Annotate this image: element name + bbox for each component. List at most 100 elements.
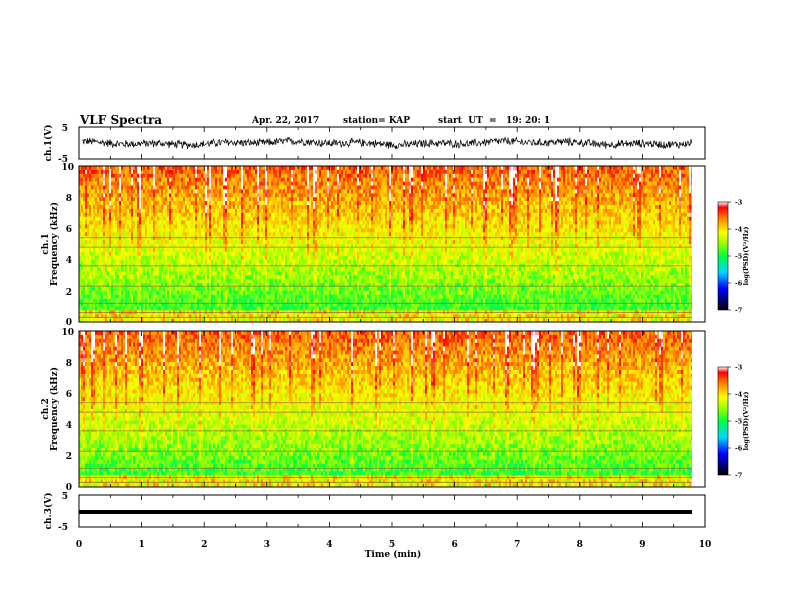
spectrogram-cell (187, 166, 190, 171)
spectrogram-cell (165, 205, 168, 210)
spectrogram-cell (321, 197, 324, 202)
spectrogram-cell (149, 189, 152, 194)
spectrogram-cell (145, 275, 148, 280)
spectrogram-cell (305, 318, 308, 323)
spectrogram-cell (207, 318, 210, 323)
spectrogram-cell (271, 201, 274, 206)
spectrogram-cell (273, 212, 276, 217)
spectrogram-cell (239, 286, 242, 291)
spectrogram-cell (267, 314, 270, 319)
spectrogram-cell (95, 236, 98, 241)
spectrogram-cell (187, 318, 190, 323)
spectrogram-cell (159, 279, 162, 284)
spectrogram-cell (299, 267, 302, 272)
spectrogram-cell (227, 193, 230, 198)
spectrogram-cell (135, 306, 138, 311)
spectrogram-cell (323, 216, 326, 221)
spectrogram-cell (119, 271, 122, 276)
spectrogram-cell (101, 318, 104, 323)
spectrogram-cell (251, 302, 254, 307)
spectrogram-cell (239, 244, 242, 249)
spectrogram-cell (151, 255, 154, 260)
spectrogram-cell (177, 271, 180, 276)
spectrogram-cell (105, 306, 108, 311)
spectrogram-cell (153, 201, 156, 206)
spectrogram-cell (135, 216, 138, 221)
spectrogram-cell (87, 177, 90, 182)
spectrogram-cell (205, 240, 208, 245)
spectrogram-cell (155, 294, 158, 299)
spectrogram-cell (271, 298, 274, 303)
spectrogram-cell (285, 279, 288, 284)
spectrogram-cell (269, 279, 272, 284)
spectrogram-cell (323, 185, 326, 190)
spectrogram-cell (213, 181, 216, 186)
spectrogram-cell (257, 169, 260, 174)
spectrogram-cell (253, 267, 256, 272)
spectrogram-cell (269, 228, 272, 233)
spectrogram-cell (253, 302, 256, 307)
spectrogram-cell (79, 244, 82, 249)
spectrogram-cell (295, 220, 298, 225)
spectrogram-cell (269, 255, 272, 260)
spectrogram-cell (125, 251, 128, 256)
spectrogram-cell (205, 197, 208, 202)
spectrogram-cell (291, 166, 294, 171)
spectrogram-cell (123, 240, 126, 245)
spectrogram-cell (231, 232, 234, 237)
spectrogram-cell (161, 247, 164, 252)
spectrogram-cell (209, 220, 212, 225)
spectrogram-cell (195, 318, 198, 323)
spectrogram-cell (299, 228, 302, 233)
spectrogram-cell (155, 216, 158, 221)
spectrogram-cell (129, 255, 132, 260)
spectrogram-cell (157, 271, 160, 276)
spectrogram-cell (119, 306, 122, 311)
spectrogram-cell (109, 314, 112, 319)
spectrogram-cell (105, 197, 108, 202)
spectrogram-cell (253, 208, 256, 213)
spectrogram-cell (179, 212, 182, 217)
spectrogram-cell (231, 244, 234, 249)
spectrogram-cell (83, 302, 86, 307)
spectrogram-cell (313, 224, 316, 229)
spectrogram-cell (115, 306, 118, 311)
spectrogram-cell (317, 286, 320, 291)
spectrogram-cell (203, 181, 206, 186)
spectrogram-cell (307, 189, 310, 194)
spectrogram-cell (255, 247, 258, 252)
spectrogram-cell (109, 271, 112, 276)
spectrogram-cell (313, 177, 316, 182)
spectrogram-cell (93, 181, 96, 186)
spectrogram-cell (113, 201, 116, 206)
spectrogram-cell (93, 240, 96, 245)
spectrogram-cell (259, 205, 262, 210)
spectrogram-cell (141, 232, 144, 237)
spectrogram-cell (317, 173, 320, 178)
spectrogram-cell (237, 205, 240, 210)
spectrogram-cell (267, 220, 270, 225)
spectrogram-cell (143, 169, 146, 174)
spectrogram-cell (305, 208, 308, 213)
spectrogram-cell (199, 306, 202, 311)
spectrogram-cell (311, 224, 314, 229)
spectrogram-cell (113, 286, 116, 291)
spectrogram-cell (285, 236, 288, 241)
spectrogram-cell (165, 271, 168, 276)
spectrogram-cell (97, 169, 100, 174)
spectrogram-cell (191, 232, 194, 237)
spectrogram-cell (173, 290, 176, 295)
spectrogram-cell (271, 290, 274, 295)
spectrogram-cell (251, 251, 254, 256)
spectrogram-cell (117, 240, 120, 245)
spectrogram-cell (281, 228, 284, 233)
spectrogram-cell (121, 185, 124, 190)
spectrogram-cell (165, 267, 168, 272)
spectrogram-cell (195, 251, 198, 256)
spectrogram-cell (235, 298, 238, 303)
spectrogram-cell (209, 216, 212, 221)
spectrogram-cell (235, 208, 238, 213)
spectrogram-cell (295, 193, 298, 198)
spectrogram-cell (101, 240, 104, 245)
spectrogram-cell (303, 244, 306, 249)
